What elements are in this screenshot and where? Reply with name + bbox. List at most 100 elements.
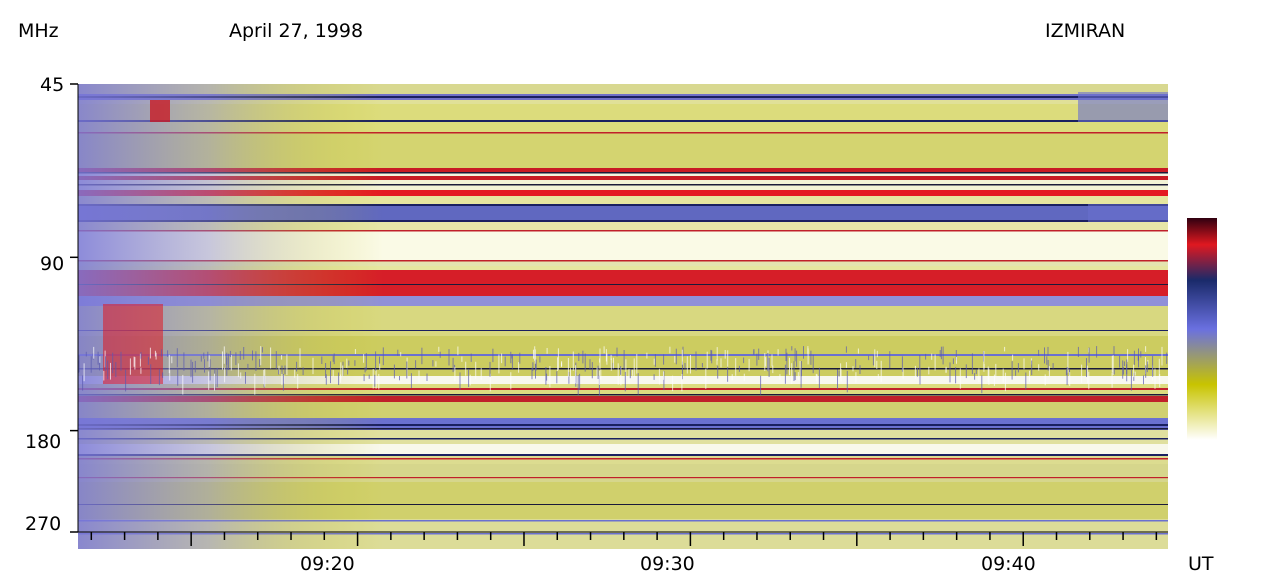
y-tick-label-90: 90 [40,253,65,275]
texture-tick [284,365,286,375]
texture-tick [1140,351,1142,358]
texture-tick [584,353,586,372]
texture-tick [92,353,94,360]
texture-tick [230,354,232,371]
texture-tick [1066,367,1068,386]
texture-tick [716,359,718,365]
texture-tick [690,354,691,374]
texture-tick [379,363,381,370]
texture-tick [631,369,633,376]
texture-tick [194,360,196,373]
texture-tick [731,374,733,381]
texture-tick [1096,346,1098,358]
texture-tick [993,374,995,386]
texture-tick [600,369,602,380]
texture-tick [107,360,109,380]
texture-tick [1130,370,1132,391]
texture-tick [952,358,954,364]
texture-tick [105,356,106,371]
texture-tick [919,368,921,385]
texture-tick [1065,370,1067,376]
texture-tick [818,367,820,389]
texture-tick [889,351,891,369]
texture-tick [264,369,266,387]
texture-tick [988,368,990,385]
texture-tick [254,373,256,395]
texture-tick [570,368,571,379]
texture-tick [1069,368,1070,376]
texture-tick [1012,354,1014,361]
texture-tick [772,365,774,374]
texture-tick [591,362,593,379]
texture-tick [975,369,977,375]
texture-tick [120,351,122,371]
texture-tick [575,365,577,384]
texture-tick [103,370,105,381]
texture-tick [1011,361,1013,380]
texture-tick [925,353,927,360]
texture-tick [139,353,141,367]
texture-tick [956,356,957,364]
texture-tick [902,367,904,379]
texture-tick [299,348,301,368]
texture-tick [510,372,512,390]
texture-tick [177,368,179,386]
texture-tick [239,351,241,360]
texture-tick [125,369,127,392]
texture-tick [658,368,660,385]
texture-tick [695,351,697,371]
texture-tick [931,353,933,360]
texture-tick [432,360,434,367]
texture-tick [1123,361,1125,366]
texture-tick [603,346,605,354]
texture-tick [347,368,349,375]
texture-tick [876,360,878,369]
texture-tick [940,346,942,360]
texture-tick [716,347,718,361]
texture-tick [535,359,537,371]
texture-tick [914,365,916,379]
texture-tick [767,353,769,372]
texture-tick [415,360,417,369]
texture-tick [190,359,192,378]
texture-tick [928,366,930,375]
texture-tick [800,369,802,388]
texture-tick [207,351,209,362]
texture-tick [753,350,755,355]
texture-tick [625,359,627,380]
texture-tick [83,363,85,382]
texture-tick [162,372,164,378]
texture-tick [531,367,533,380]
texture-tick [1146,361,1148,373]
texture-tick [397,349,399,356]
texture-tick [510,351,512,364]
texture-tick [610,358,612,371]
texture-tick [1087,365,1089,384]
texture-tick [1154,368,1156,389]
texture-tick [461,356,463,362]
texture-tick [1047,360,1049,371]
texture-tick [646,352,648,359]
texture-tick [874,349,876,368]
texture-tick [368,374,370,379]
texture-tick [475,361,477,379]
texture-tick [149,347,151,359]
texture-tick [1004,346,1006,352]
texture-tick [605,349,607,362]
texture-tick [247,363,249,370]
texture-tick [663,371,664,380]
texture-tick [955,367,957,384]
texture-tick [791,363,793,384]
texture-tick [372,369,374,389]
texture-tick [620,367,622,386]
texture-tick [348,360,350,366]
texture-tick [498,354,500,374]
texture-tick [636,353,638,374]
texture-tick [492,348,494,363]
texture-tick [959,368,961,389]
texture-tick [333,353,335,365]
texture-tick [240,372,242,379]
texture-tick [115,362,117,378]
texture-tick [133,356,135,367]
texture-tick [340,362,342,379]
